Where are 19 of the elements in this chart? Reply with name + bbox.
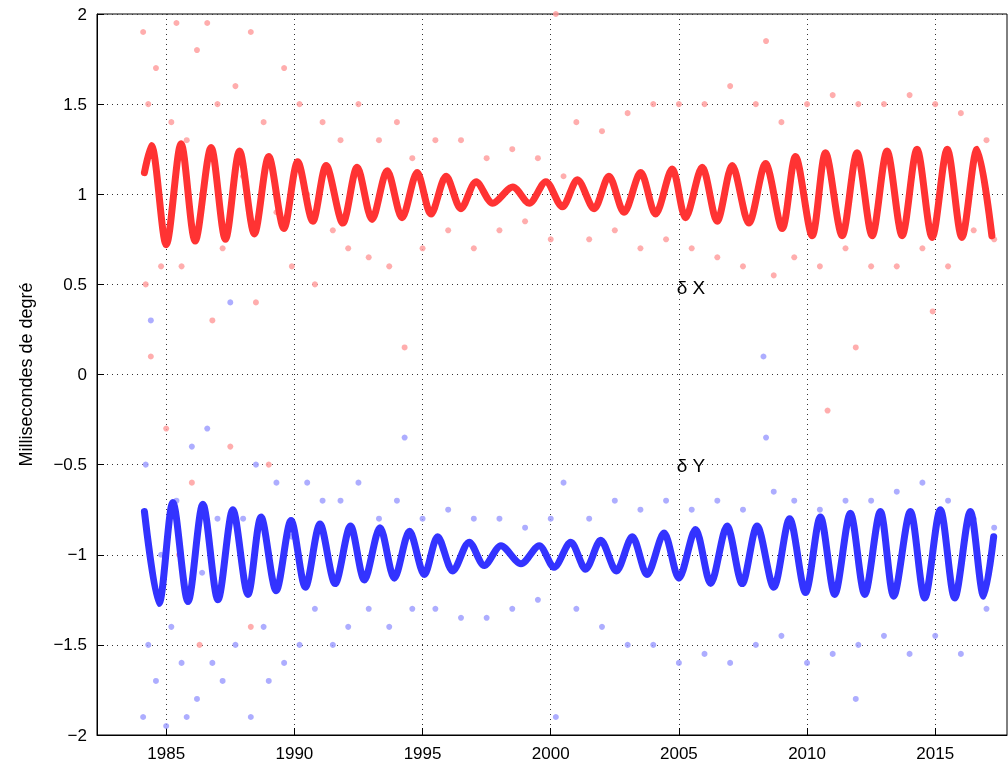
- y-tick-label: −1: [67, 545, 87, 565]
- y-tick-label: 1.5: [63, 94, 87, 114]
- y-tick-label: 1: [77, 184, 87, 204]
- y-tick-label: 2: [77, 4, 87, 24]
- x-tick-label: 1985: [147, 744, 186, 763]
- y-tick-label: 0: [77, 365, 87, 384]
- y-tick-label: −2: [67, 725, 87, 745]
- y-tick-label: −0.5: [53, 455, 87, 475]
- annotation: δ X: [676, 276, 706, 298]
- annotation: δ Y: [676, 454, 706, 476]
- y-tick-label: −1.5: [53, 635, 87, 655]
- y-axis-title: Millisecondes de degré: [16, 282, 36, 467]
- x-tick-label: 2015: [916, 744, 955, 763]
- x-tick-label: 1990: [275, 744, 314, 763]
- x-tick-label: 1995: [403, 744, 442, 763]
- x-tick-label: 2000: [531, 744, 570, 763]
- x-tick-label: 2010: [788, 744, 826, 763]
- y-tick-label: 0.5: [63, 274, 87, 294]
- x-tick-label: 2005: [659, 744, 698, 763]
